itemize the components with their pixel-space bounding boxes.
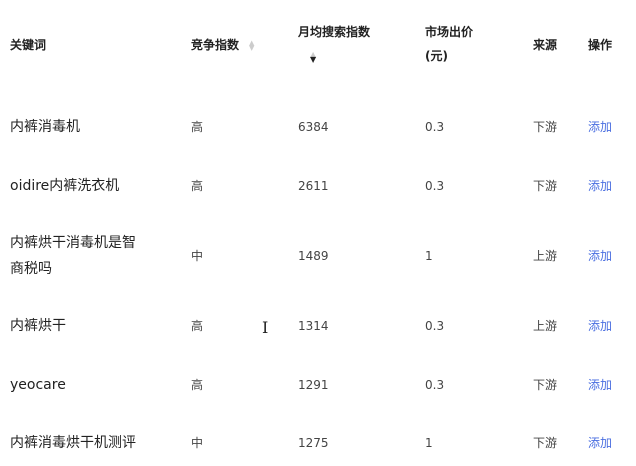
text-cursor-icon: I	[262, 318, 269, 337]
keyword-cell: oidire内裤洗衣机	[10, 178, 120, 194]
bid-cell: 1	[425, 436, 433, 450]
bid-cell: 0.3	[425, 120, 445, 134]
sort-icon[interactable]: ▲ ▼	[249, 38, 255, 52]
add-link[interactable]: 添加	[588, 249, 613, 263]
monthly-search-cell: 6384	[298, 120, 329, 134]
source-cell: 下游	[533, 120, 558, 134]
monthly-search-cell: 1291	[298, 378, 329, 392]
header-action: 操作	[588, 38, 613, 52]
bid-cell: 0.3	[425, 179, 445, 193]
competition-cell: 高	[191, 378, 204, 392]
competition-cell: 中	[191, 249, 204, 263]
header-competition-label: 竞争指数	[191, 38, 240, 52]
monthly-search-cell: 1489	[298, 249, 329, 263]
source-cell: 上游	[533, 319, 558, 333]
header-keyword: 关键词	[10, 38, 47, 52]
header-monthly-search[interactable]: 月均搜索指数	[298, 25, 371, 39]
monthly-search-cell: 1275	[298, 436, 329, 450]
keyword-cell-line2: 商税吗	[10, 261, 52, 277]
source-cell: 下游	[533, 179, 558, 193]
add-link[interactable]: 添加	[588, 436, 613, 450]
keyword-cell: 内裤消毒机	[10, 119, 80, 135]
add-link[interactable]: 添加	[588, 378, 613, 392]
source-cell: 上游	[533, 249, 558, 263]
source-cell: 下游	[533, 436, 558, 450]
bid-cell: 0.3	[425, 378, 445, 392]
competition-cell: 高	[191, 120, 204, 134]
keyword-cell: 内裤消毒烘干机测评	[10, 435, 136, 451]
keyword-cell: yeocare	[10, 377, 66, 393]
competition-cell: 高	[191, 179, 204, 193]
header-market-bid-unit: (元)	[425, 49, 448, 63]
keyword-cell: 内裤烘干消毒机是智	[10, 235, 136, 251]
bid-cell: 1	[425, 249, 433, 263]
add-link[interactable]: 添加	[588, 319, 613, 333]
monthly-search-cell: 1314	[298, 319, 329, 333]
source-cell: 下游	[533, 378, 558, 392]
add-link[interactable]: 添加	[588, 120, 613, 134]
header-competition[interactable]: 竞争指数 ▲ ▼	[191, 33, 254, 57]
header-source: 来源	[533, 38, 558, 52]
keyword-cell: 内裤烘干	[10, 318, 66, 334]
sort-desc-icon[interactable]: ▲ ▼	[310, 50, 317, 64]
competition-cell: 高	[191, 319, 204, 333]
monthly-search-cell: 2611	[298, 179, 329, 193]
add-link[interactable]: 添加	[588, 179, 613, 193]
bid-cell: 0.3	[425, 319, 445, 333]
competition-cell: 中	[191, 436, 204, 450]
header-market-bid: 市场出价	[425, 25, 474, 39]
